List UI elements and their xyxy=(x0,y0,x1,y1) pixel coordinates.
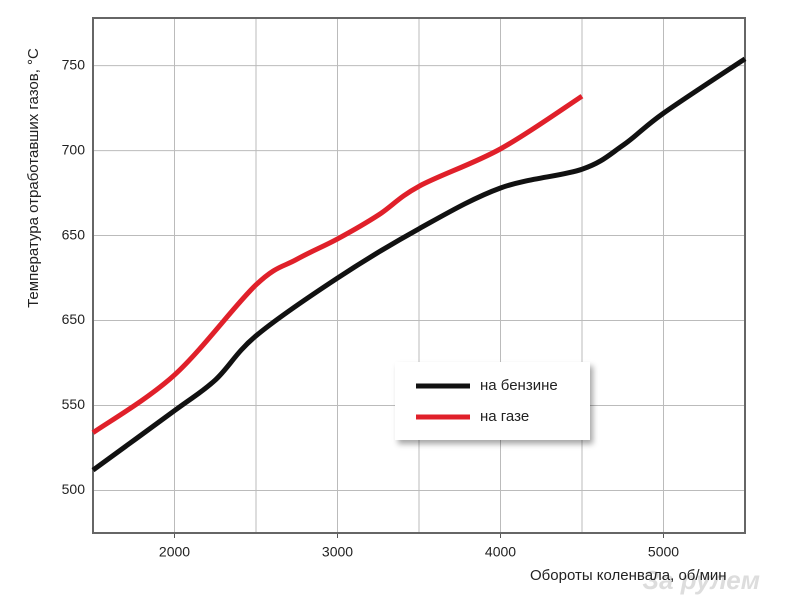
y-tick-label: 500 xyxy=(62,481,86,497)
legend-label: на бензине xyxy=(480,377,558,394)
y-axis-label: Температура отработавших газов, °С xyxy=(25,48,42,308)
plot-area: 500 550 650 650 700 750 2000 3000 4000 5000 xyxy=(62,17,747,560)
line-series xyxy=(91,94,584,435)
x-tick-label: 4000 xyxy=(485,544,516,560)
x-axis-label: Обороты коленвала, об/мин xyxy=(530,567,727,584)
legend-box xyxy=(395,362,590,440)
legend-label: на газе xyxy=(480,408,529,425)
plot-frame xyxy=(92,17,746,534)
x-tick-label: 5000 xyxy=(648,544,679,560)
legend: на бензине на газе xyxy=(395,362,590,440)
y-tick-label: 650 xyxy=(62,226,86,242)
x-tick-label: 3000 xyxy=(322,544,353,560)
watermark: За рулем xyxy=(642,565,760,595)
line-series xyxy=(91,56,747,473)
y-tick-label: 550 xyxy=(62,396,86,412)
x-tick-label: 2000 xyxy=(159,544,190,560)
y-tick-label: 700 xyxy=(62,141,86,157)
y-tick-label: 750 xyxy=(62,56,86,72)
y-tick-label: 650 xyxy=(62,311,86,327)
